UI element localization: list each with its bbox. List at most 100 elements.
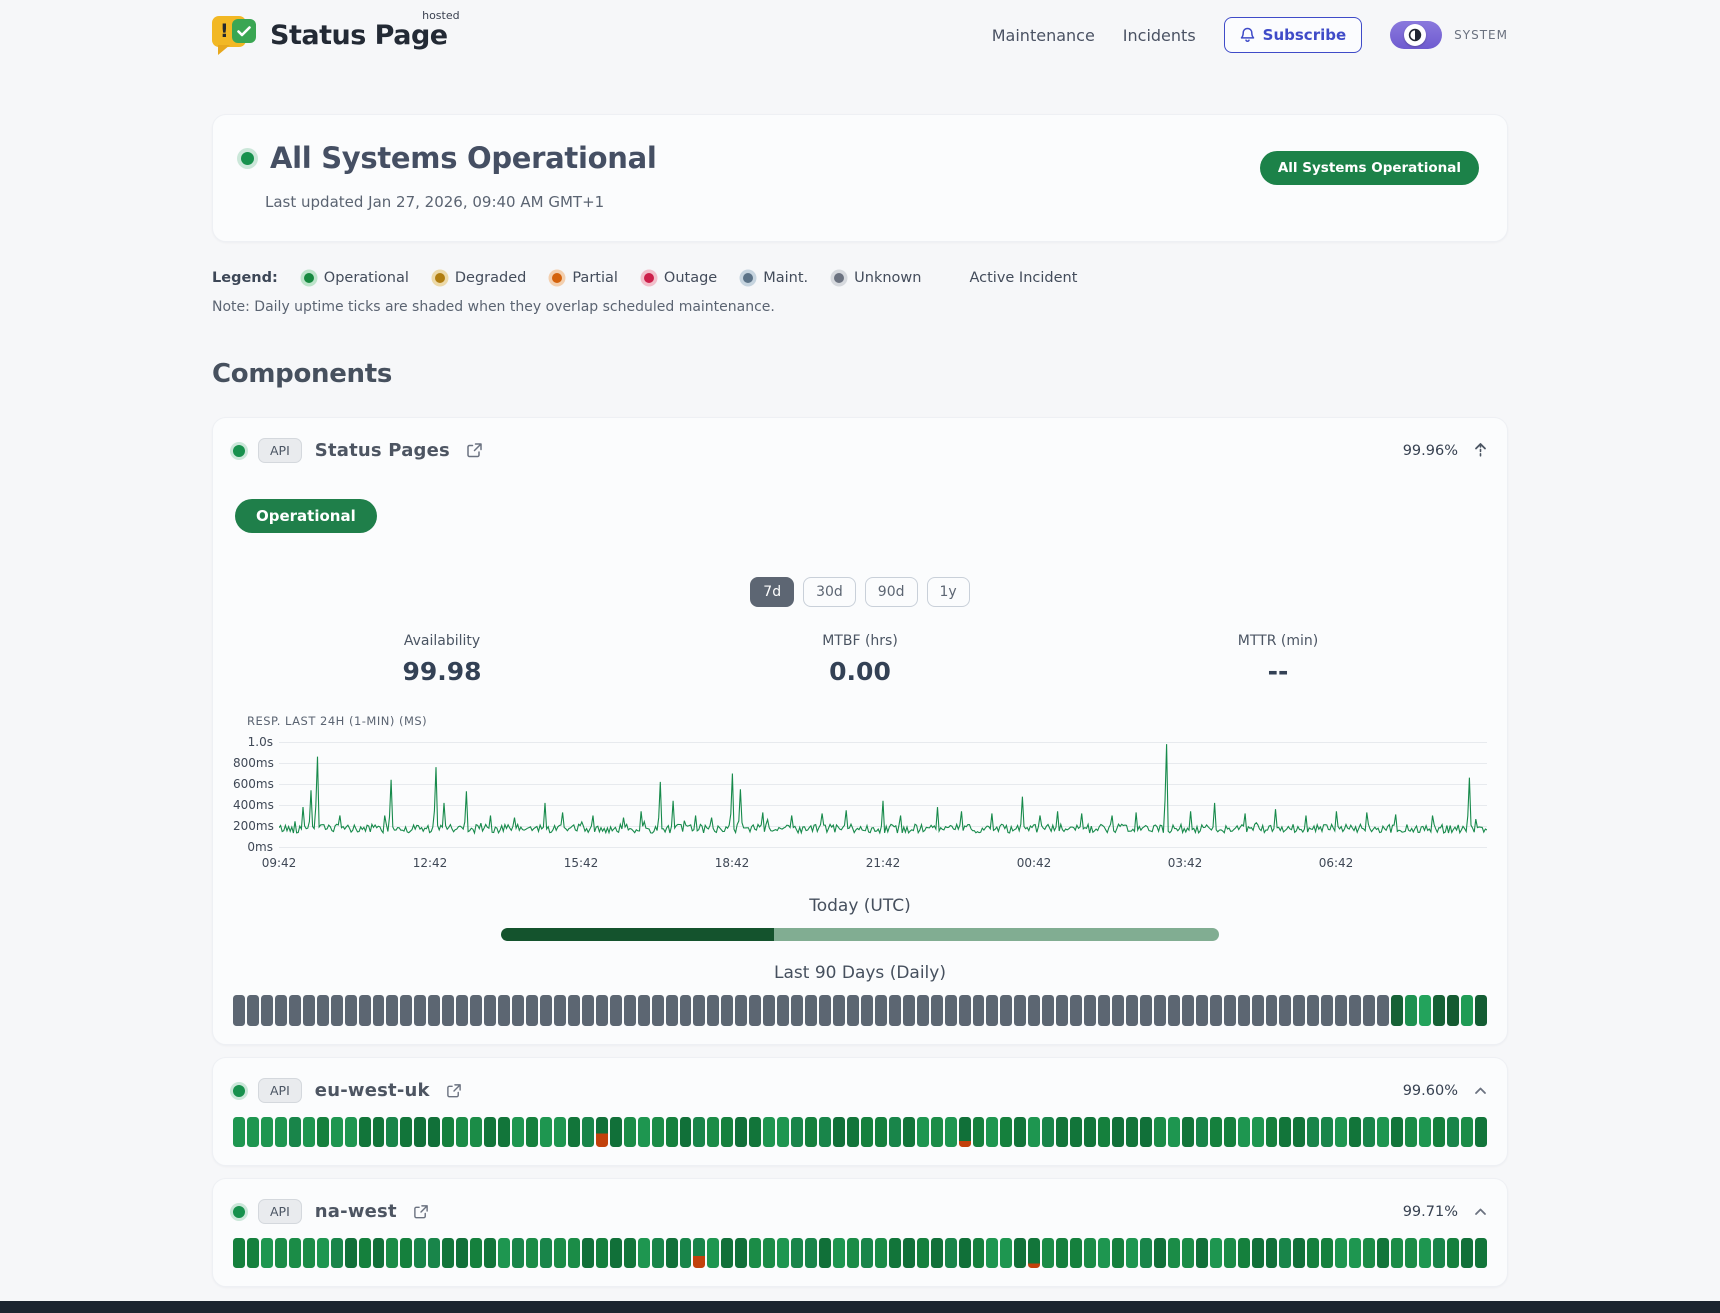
range-button-7d[interactable]: 7d [750,577,795,607]
uptime-tick[interactable] [1042,1238,1055,1268]
uptime-tick[interactable] [1265,1238,1278,1268]
uptime-tick[interactable] [944,1117,957,1147]
uptime-tick[interactable] [1335,1117,1348,1147]
uptime-tick[interactable] [763,1117,776,1147]
uptime-tick[interactable] [1181,1238,1194,1268]
uptime-tick[interactable] [470,1117,483,1147]
uptime-tick[interactable] [358,995,371,1026]
uptime-tick[interactable] [1056,1117,1069,1147]
uptime-tick[interactable] [1251,1238,1264,1268]
uptime-tick[interactable] [1251,1117,1264,1147]
uptime-tick[interactable] [707,1117,720,1147]
uptime-tick[interactable] [693,1238,706,1268]
uptime-tick[interactable] [484,1117,497,1147]
uptime-tick[interactable] [1139,995,1152,1026]
uptime-tick[interactable] [428,995,441,1026]
uptime-tick[interactable] [1167,1117,1180,1147]
uptime-tick[interactable] [330,1238,343,1268]
uptime-tick[interactable] [749,1117,762,1147]
uptime-tick[interactable] [707,995,720,1026]
uptime-tick[interactable] [819,1238,831,1268]
uptime-tick[interactable] [372,995,385,1026]
uptime-tick[interactable] [930,1238,943,1268]
uptime-tick[interactable] [651,1117,664,1147]
uptime-tick[interactable] [274,995,287,1026]
uptime-tick[interactable] [1474,995,1487,1026]
uptime-tick[interactable] [1446,1117,1459,1147]
uptime-tick[interactable] [930,1117,943,1147]
uptime-tick[interactable] [1139,1117,1152,1147]
uptime-tick[interactable] [316,1117,329,1147]
uptime-tick[interactable] [1432,995,1445,1026]
uptime-tick[interactable] [916,1238,929,1268]
uptime-tick[interactable] [1153,995,1166,1026]
uptime-tick[interactable] [442,1238,455,1268]
uptime-tick[interactable] [609,995,622,1026]
uptime-tick[interactable] [1084,995,1097,1026]
uptime-tick[interactable] [1181,1117,1194,1147]
uptime-tick[interactable] [1014,995,1027,1026]
uptime-tick[interactable] [637,1238,650,1268]
uptime-tick[interactable] [246,1117,259,1147]
uptime-tick[interactable] [944,995,957,1026]
uptime-tick[interactable] [693,1117,706,1147]
uptime-tick[interactable] [1349,995,1362,1026]
uptime-tick[interactable] [442,1117,455,1147]
uptime-tick[interactable] [832,1238,845,1268]
uptime-tick[interactable] [1070,995,1083,1026]
uptime-tick[interactable] [609,1117,622,1147]
uptime-tick[interactable] [233,995,245,1026]
uptime-tick[interactable] [693,995,706,1026]
uptime-tick[interactable] [1405,1238,1418,1268]
uptime-tick[interactable] [372,1238,385,1268]
uptime-tick[interactable] [972,1238,985,1268]
uptime-tick[interactable] [972,995,985,1026]
uptime-tick[interactable] [1209,1117,1222,1147]
uptime-tick[interactable] [1474,1238,1487,1268]
uptime-tick[interactable] [1042,1117,1055,1147]
uptime-tick[interactable] [1293,1238,1306,1268]
uptime-tick[interactable] [623,1117,636,1147]
uptime-tick[interactable] [1363,1238,1376,1268]
uptime-tick[interactable] [1446,995,1459,1026]
uptime-tick[interactable] [665,1117,678,1147]
uptime-tick[interactable] [512,995,525,1026]
uptime-tick[interactable] [456,1238,469,1268]
uptime-tick[interactable] [860,995,873,1026]
uptime-tick[interactable] [302,1117,315,1147]
uptime-tick[interactable] [791,1238,804,1268]
uptime-tick[interactable] [233,1117,245,1147]
uptime-tick[interactable] [1432,1117,1445,1147]
uptime-tick[interactable] [1237,1117,1250,1147]
range-button-30d[interactable]: 30d [803,577,856,607]
external-link-icon[interactable] [413,1204,429,1220]
uptime-tick[interactable] [637,995,650,1026]
uptime-tick[interactable] [1307,995,1320,1026]
uptime-tick[interactable] [986,1117,999,1147]
uptime-tick[interactable] [539,1117,552,1147]
uptime-tick[interactable] [902,1238,915,1268]
uptime-tick[interactable] [484,995,497,1026]
uptime-tick[interactable] [972,1117,985,1147]
uptime-tick[interactable] [832,1117,845,1147]
uptime-tick[interactable] [1084,1117,1097,1147]
uptime-tick[interactable] [1321,1117,1334,1147]
uptime-tick[interactable] [637,1117,650,1147]
uptime-tick[interactable] [595,1117,608,1147]
collapse-icon[interactable] [1474,442,1487,459]
uptime-tick[interactable] [498,1238,511,1268]
uptime-tick[interactable] [1279,1238,1292,1268]
uptime-tick[interactable] [986,995,999,1026]
uptime-tick[interactable] [1000,1117,1013,1147]
uptime-tick[interactable] [260,995,273,1026]
uptime-tick[interactable] [1181,995,1194,1026]
uptime-tick[interactable] [539,995,552,1026]
uptime-tick[interactable] [1391,1117,1404,1147]
uptime-tick[interactable] [819,995,831,1026]
uptime-tick[interactable] [1195,1238,1208,1268]
uptime-tick[interactable] [1126,1238,1138,1268]
uptime-tick[interactable] [777,1117,790,1147]
uptime-tick[interactable] [665,995,678,1026]
uptime-tick[interactable] [805,1117,818,1147]
uptime-tick[interactable] [860,1117,873,1147]
